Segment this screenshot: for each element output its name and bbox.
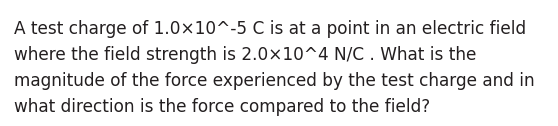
Text: what direction is the force compared to the field?: what direction is the force compared to … xyxy=(14,98,430,116)
Text: A test charge of 1.0×10^-5 C is at a point in an electric field: A test charge of 1.0×10^-5 C is at a poi… xyxy=(14,20,526,38)
Text: magnitude of the force experienced by the test charge and in: magnitude of the force experienced by th… xyxy=(14,72,535,90)
Text: where the field strength is 2.0×10^4 N/C . What is the: where the field strength is 2.0×10^4 N/C… xyxy=(14,46,477,64)
